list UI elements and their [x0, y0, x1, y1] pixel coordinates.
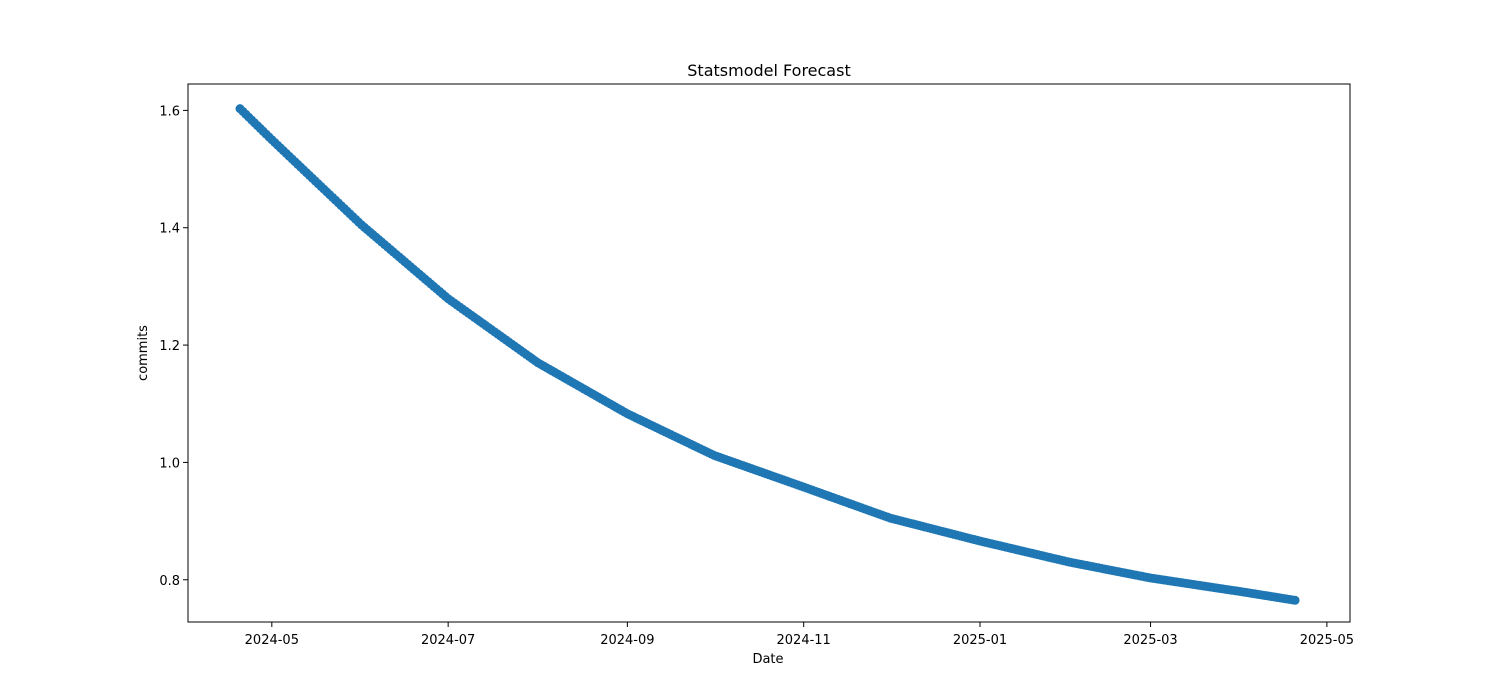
y-tick-label: 0.8 [159, 574, 180, 589]
x-tick-label: 2024-11 [777, 633, 831, 648]
y-tick-label: 1.0 [159, 456, 180, 471]
x-axis: 2024-05 2024-07 2024-09 2024-11 2025-01 2025-… [245, 622, 1354, 648]
y-tick-label: 1.4 [159, 222, 180, 237]
x-tick-label: 2024-05 [245, 633, 299, 648]
y-axis-label: commits [136, 325, 151, 381]
y-axis: 0.8 1.0 1.2 1.4 1.6 [159, 104, 188, 589]
x-tick-label: 2024-07 [421, 633, 475, 648]
plot-background [188, 84, 1350, 622]
x-axis-label: Date [752, 652, 783, 667]
x-tick-label: 2025-05 [1300, 633, 1354, 648]
y-tick-label: 1.6 [159, 104, 180, 119]
plot-frame [187, 83, 1351, 623]
chart-title: Statsmodel Forecast [687, 61, 850, 80]
x-tick-label: 2025-01 [953, 633, 1007, 648]
x-tick-label: 2025-03 [1123, 633, 1177, 648]
y-tick-label: 1.2 [159, 339, 180, 354]
x-tick-label: 2024-09 [600, 633, 654, 648]
data-point [1290, 595, 1300, 605]
data-points [235, 104, 1300, 605]
